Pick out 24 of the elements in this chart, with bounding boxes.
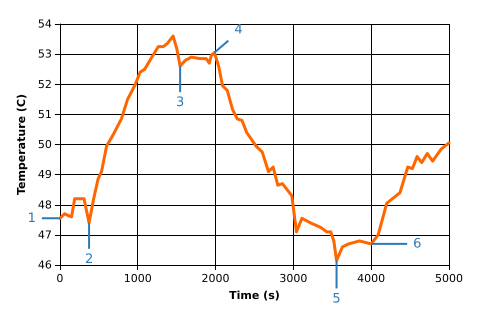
annotation: 4 <box>234 22 243 38</box>
x-tick-label: 1000 <box>124 272 152 285</box>
y-tick-label: 50 <box>38 138 52 151</box>
annotation: 3 <box>176 95 184 110</box>
line-series <box>58 34 450 262</box>
x-tick-label: 4000 <box>357 272 386 285</box>
x-tick-label: 5000 <box>435 272 463 285</box>
x-axis-title: Time (s) <box>229 289 280 302</box>
y-tick-label: 47 <box>38 228 52 242</box>
y-tick-label: 48 <box>38 198 52 212</box>
x-tick-label: 0 <box>56 272 64 285</box>
y-tick-label: 54 <box>38 18 52 30</box>
annotation: 1 <box>28 210 36 226</box>
y-axis-title: Temperature (C) <box>15 94 28 196</box>
annotation: 2 <box>84 252 94 267</box>
y-tick-label: 46 <box>38 258 52 272</box>
annotation: 6 <box>413 236 422 252</box>
y-tick-label: 53 <box>38 48 52 61</box>
y-tick-label: 51 <box>38 108 52 121</box>
x-tick-label: 2000 <box>202 272 230 285</box>
y-tick-label: 49 <box>38 168 52 182</box>
annotation: 5 <box>332 291 341 306</box>
y-tick-label: 52 <box>38 78 52 91</box>
x-tick-label: 3000 <box>279 272 308 285</box>
